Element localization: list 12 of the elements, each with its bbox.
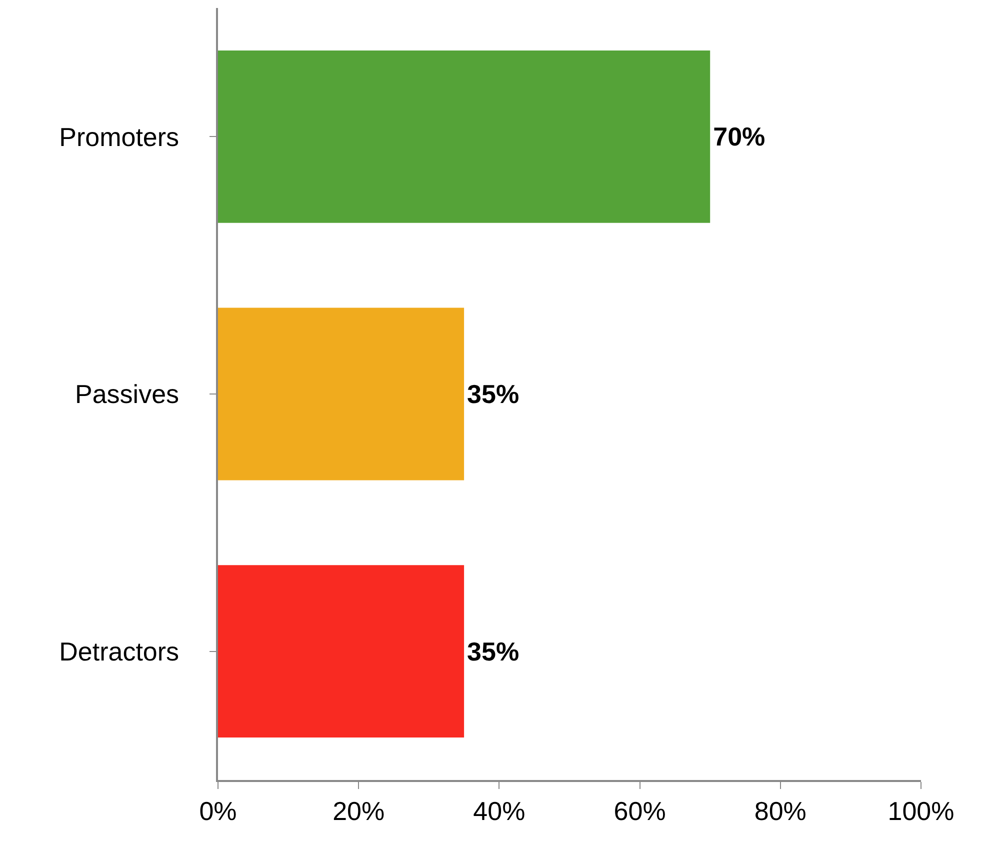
x-tick-label: 100% xyxy=(888,796,954,826)
data-label: 35% xyxy=(467,379,520,409)
x-tick-label: 40% xyxy=(473,796,526,826)
y-tick-label: Promoters xyxy=(59,122,180,152)
data-label: 35% xyxy=(467,636,520,666)
x-tick-label: 60% xyxy=(614,796,666,826)
y-tick-label: Passives xyxy=(75,379,180,410)
data-label: 70% xyxy=(713,122,766,152)
x-tick-label: 80% xyxy=(754,796,806,826)
x-tick-label: 0% xyxy=(199,796,237,826)
x-tick-label: 20% xyxy=(332,796,385,826)
y-tick-label: Detractors xyxy=(59,636,180,666)
